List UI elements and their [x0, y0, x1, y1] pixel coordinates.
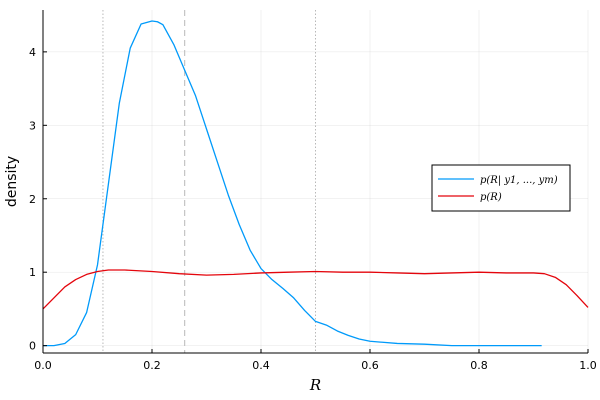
y-axis-label: density — [4, 156, 20, 207]
y-tick-label-1: 1 — [29, 266, 36, 279]
x-tick-label-1: 0.2 — [143, 359, 161, 372]
y-tick-label-3: 3 — [29, 119, 36, 132]
y-tick-label-4: 4 — [29, 46, 36, 59]
y-tick-label-0: 0 — [29, 340, 36, 353]
x-axis-label: R — [309, 376, 321, 394]
x-tick-label-5: 1.0 — [579, 359, 597, 372]
reference-lines — [102, 10, 316, 353]
x-tick-label-3: 0.6 — [361, 359, 379, 372]
series-lines — [42, 20, 589, 347]
x-tick-label-0: 0.0 — [34, 359, 52, 372]
legend-label-0: p(R| y1, ..., ym) — [480, 175, 558, 186]
y-tick-label-2: 2 — [29, 193, 36, 206]
axes — [42, 10, 588, 354]
x-tick-label-4: 0.8 — [470, 359, 488, 372]
legend: p(R| y1, ..., ym) p(R) — [431, 164, 571, 212]
legend-label-1: p(R) — [480, 192, 502, 203]
series-line-0 — [43, 20, 542, 347]
tick-labels: 0.0 0.2 0.4 0.6 0.8 1.0 0 1 2 3 4 — [29, 46, 597, 372]
legend-box — [431, 164, 571, 212]
series-line-1 — [42, 269, 589, 310]
x-tick-label-2: 0.4 — [252, 359, 270, 372]
